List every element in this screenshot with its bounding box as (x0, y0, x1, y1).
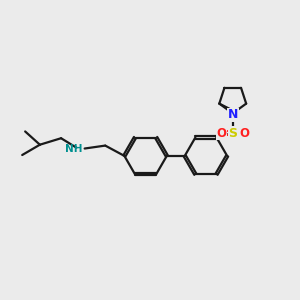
Text: S: S (228, 127, 237, 140)
Text: N: N (228, 108, 238, 122)
Text: O: O (217, 127, 226, 140)
Text: O: O (239, 127, 249, 140)
Text: NH: NH (65, 143, 82, 154)
